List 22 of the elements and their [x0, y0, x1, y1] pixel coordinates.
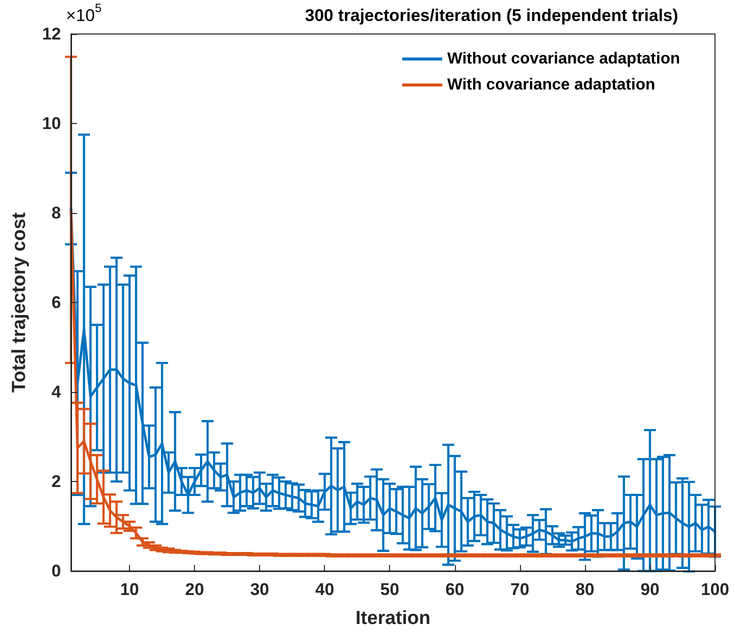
x-tick-label: 100 [700, 580, 730, 599]
x-tick-label: 40 [315, 580, 334, 599]
x-tick-label: 20 [185, 580, 204, 599]
y-tick-label: 12 [42, 24, 61, 44]
x-tick-label: 60 [445, 580, 464, 599]
y-tick-label: 8 [52, 204, 61, 222]
y-tick-label: 0 [52, 562, 61, 580]
x-tick-label: 80 [575, 580, 594, 599]
y-axis-title: Total trajectory cost [9, 212, 30, 393]
x-tick-label: 10 [120, 580, 140, 599]
x-axis-title: Iteration [356, 608, 430, 629]
legend-label: With covariance adaptation [447, 76, 656, 94]
chart-title: 300 trajectories/iteration (5 independent trials) [305, 6, 678, 25]
x-tick-label: 50 [380, 580, 400, 599]
x-tick-label: 70 [510, 580, 530, 599]
y-tick-label: 6 [52, 293, 61, 312]
y-tick-label: 2 [52, 472, 61, 491]
x-tick-label: 30 [250, 580, 270, 599]
y-tick-label: 4 [52, 382, 62, 402]
x-tick-label: 90 [640, 580, 660, 599]
legend-label: Without covariance adaptation [447, 50, 680, 68]
y-tick-label: 10 [42, 114, 61, 133]
